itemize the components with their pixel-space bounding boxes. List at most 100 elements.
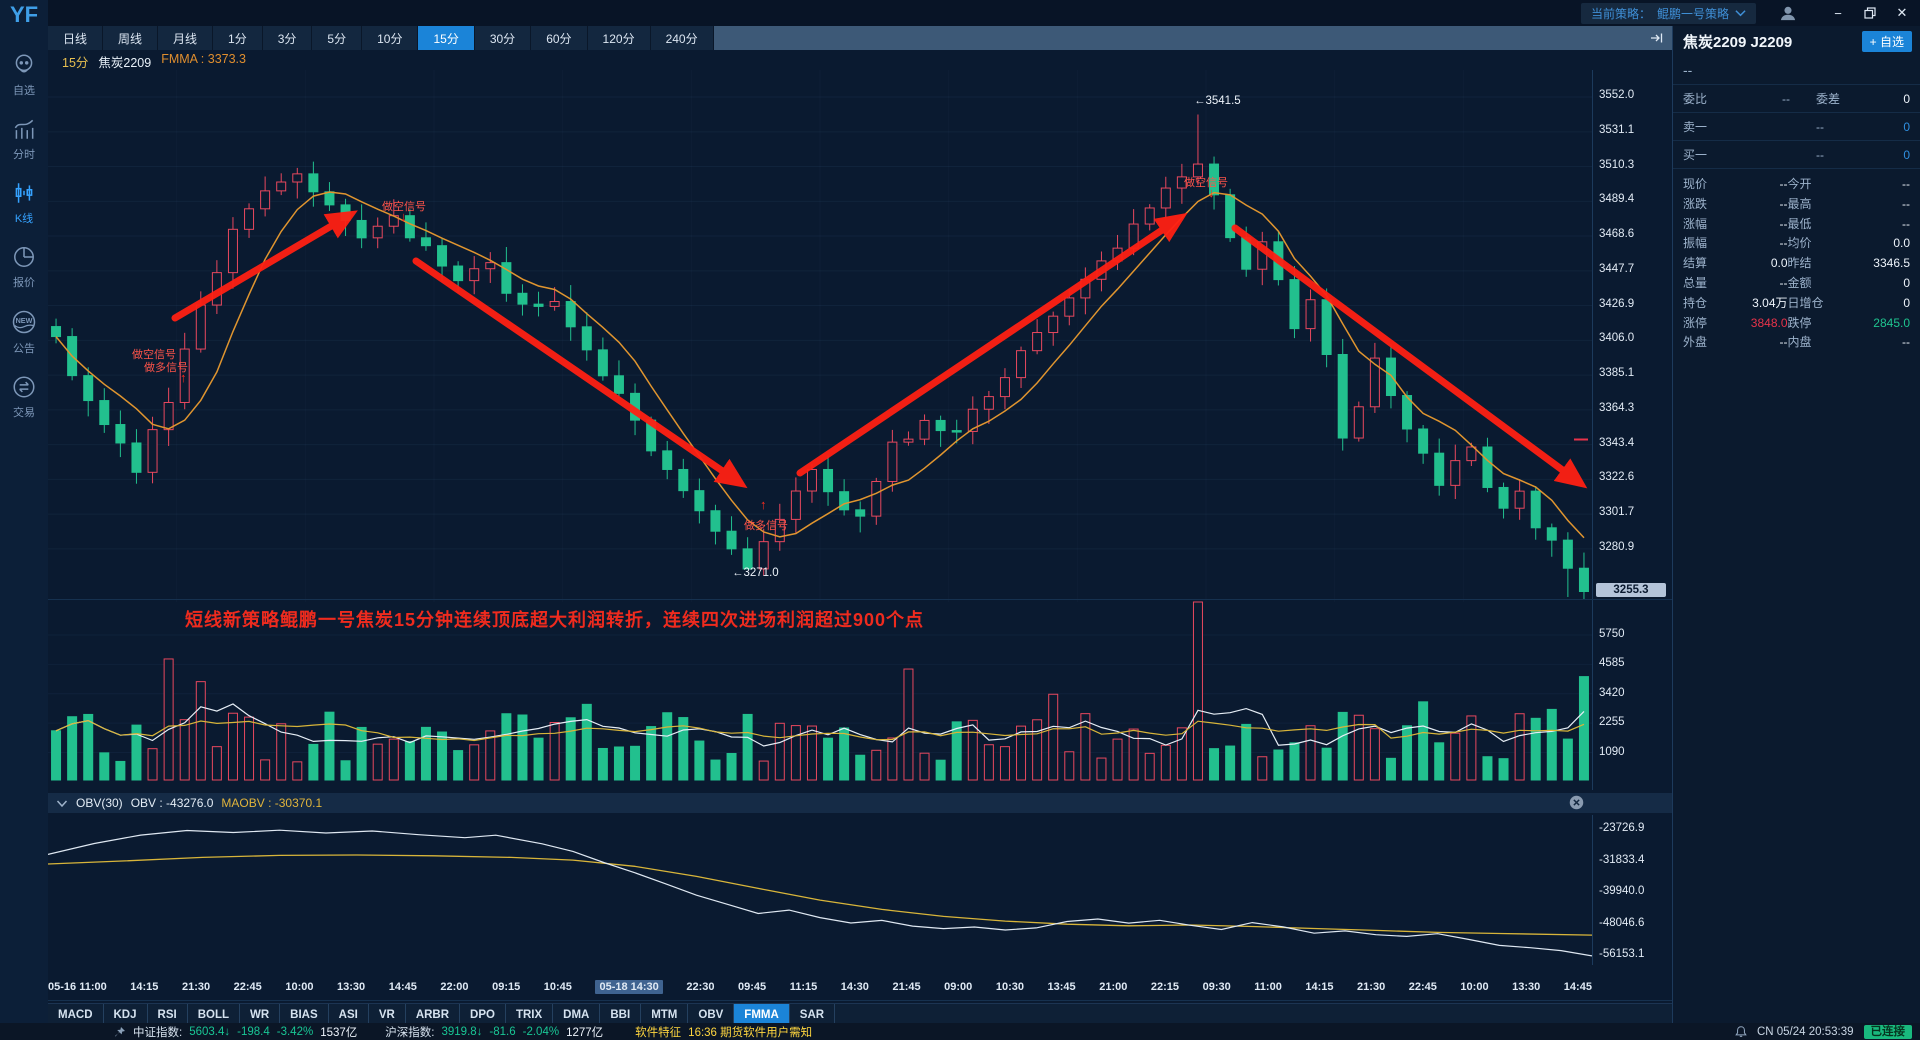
time-axis-label: 21:30	[181, 981, 211, 993]
stat-label: 最低	[1787, 216, 1812, 231]
statusbar: 中证指数: 5603.4↓ -198.4 -3.42% 1537亿 沪深指数: …	[0, 1023, 1920, 1040]
indicator-tab-MTM[interactable]: MTM	[641, 1004, 689, 1026]
add-watchlist-button[interactable]: + 自选	[1861, 31, 1912, 52]
indicator-tab-FMMA[interactable]: FMMA	[734, 1004, 790, 1026]
index1-pct: -3.42%	[276, 1025, 314, 1038]
indicator-tab-WR[interactable]: WR	[240, 1004, 281, 1026]
indicator-tab-MACD[interactable]: MACD	[48, 1004, 104, 1026]
sidebar-item-favorites[interactable]: 自选	[11, 52, 37, 98]
indicator-tab-VR[interactable]: VR	[369, 1004, 406, 1026]
period-tab-240分[interactable]: 240分	[650, 26, 714, 50]
pane-separator	[48, 599, 1672, 600]
indicator-tab-BOLL[interactable]: BOLL	[188, 1004, 240, 1026]
volume-axis-label: 3420	[1599, 686, 1625, 699]
period-toolbar: 日线 周线 月线 1分 3分 5分 10分 15分 30分 60分 120分 240分	[48, 26, 1672, 50]
period-tab-120分[interactable]: 120分	[587, 26, 651, 50]
stat-value: --	[1779, 275, 1788, 290]
quote-stats-grid: 现价 -- 今开 -- 涨跌 -- 最高 -- 涨幅 -- 最低 -- 振幅 -- 均价 0.0 结算 0.0 昨结…	[1673, 169, 1920, 359]
tabstrip-end-arrow-icon[interactable]	[1650, 32, 1664, 44]
price-axis-label: 3406.0	[1599, 332, 1635, 345]
period-tab-1分[interactable]: 1分	[213, 26, 263, 50]
sidebar-item-quotes[interactable]: 报价	[11, 244, 37, 290]
user-icon	[15, 54, 33, 73]
strategy-dropdown[interactable]: 当前策略： 鲲鹏一号策略	[1580, 2, 1756, 24]
period-tab-日线[interactable]: 日线	[48, 26, 104, 50]
period-tab-15分[interactable]: 15分	[418, 26, 475, 50]
stat-value: 0	[1903, 295, 1910, 310]
time-axis-label: 22:15	[1150, 981, 1180, 993]
time-axis-label: 10:45	[543, 981, 572, 993]
indicator-tab-ARBR[interactable]: ARBR	[406, 1004, 461, 1026]
volume-axis-label: 5750	[1599, 628, 1625, 640]
index2-pct: -2.04%	[522, 1025, 560, 1038]
stat-value: 3346.5	[1873, 256, 1910, 271]
sidebar-item-trade[interactable]: 交易	[11, 374, 37, 420]
stat-label: 外盘	[1683, 335, 1708, 350]
indicator-tab-BBI[interactable]: BBI	[600, 1004, 642, 1026]
bell-icon[interactable]	[1735, 1025, 1747, 1038]
chart-header: 15分 焦炭2209 FMMA : 3373.3	[62, 52, 246, 71]
chart-symbol-label: 焦炭2209	[98, 56, 152, 70]
obv-chart-canvas[interactable]	[48, 815, 1592, 965]
sell-one-label: 卖一	[1683, 120, 1708, 134]
period-tab-周线[interactable]: 周线	[103, 26, 159, 50]
time-axis-label: 13:30	[337, 981, 366, 993]
restore-button[interactable]	[1856, 2, 1884, 24]
stat-label: 均价	[1787, 236, 1812, 251]
period-tab-60分[interactable]: 60分	[531, 26, 588, 50]
quote-panel: 焦炭2209 J2209 + 自选 -- 委比 -- 委差 0 卖一 -- 0 …	[1672, 26, 1920, 1023]
period-tab-3分[interactable]: 3分	[262, 26, 313, 50]
buy-one-label: 买一	[1683, 148, 1708, 162]
user-notice-link[interactable]: 16:36 期货软件用户需知	[688, 1026, 813, 1039]
period-tab-10分[interactable]: 10分	[362, 26, 419, 50]
pin-icon	[115, 1026, 125, 1036]
minimize-button[interactable]: −	[1834, 5, 1842, 21]
price-axis: 3552.0 3531.1 3510.3 3489.4 3468.6 3447.7 3426…	[1592, 70, 1673, 602]
indicator-tab-DMA[interactable]: DMA	[553, 1004, 601, 1026]
period-tab-月线[interactable]: 月线	[158, 26, 214, 50]
indicator-tab-TRIX[interactable]: TRIX	[506, 1004, 554, 1026]
weicha-label: 委差	[1816, 92, 1841, 106]
indicator-tab-BIAS[interactable]: BIAS	[280, 1004, 329, 1026]
volume-axis: 5750 4585 3420 2255 1090	[1592, 600, 1673, 790]
stat-label: 涨停	[1683, 315, 1708, 330]
price-axis-label: 3552.0	[1599, 89, 1635, 101]
period-tab-30分[interactable]: 30分	[474, 26, 532, 50]
indicator-tab-OBV[interactable]: OBV	[688, 1004, 735, 1026]
price-axis-label: 3468.6	[1599, 228, 1635, 240]
user-account-button[interactable]	[1774, 2, 1802, 24]
sidebar-item-intraday[interactable]: 分时	[11, 116, 37, 162]
svg-text:NEW: NEW	[16, 316, 33, 325]
price-axis-label: 3489.4	[1599, 193, 1635, 206]
obv-close-icon[interactable]	[1569, 795, 1584, 813]
indicator-tab-DPO[interactable]: DPO	[460, 1004, 506, 1026]
obv-param-label: OBV(30)	[76, 796, 123, 810]
time-axis-label: 09:45	[738, 981, 767, 993]
time-axis-label: 05-18 14:30	[595, 980, 663, 994]
stat-value: --	[1779, 177, 1788, 191]
weicha-value: 0	[1903, 91, 1910, 106]
indicator-tab-SAR[interactable]: SAR	[790, 1004, 836, 1026]
titlebar: 当前策略： 鲲鹏一号策略 − ✕	[48, 0, 1920, 26]
indicator-tab-ASI[interactable]: ASI	[329, 1004, 369, 1026]
connection-status-badge[interactable]: 已连接	[1863, 1024, 1912, 1039]
indicator-tab-RSI[interactable]: RSI	[148, 1004, 188, 1026]
app-logo: YF	[9, 2, 39, 27]
indicator-tab-KDJ[interactable]: KDJ	[104, 1004, 148, 1026]
collapse-chevron-icon[interactable]	[56, 799, 68, 808]
close-button[interactable]: ✕	[1896, 5, 1908, 20]
volume-chart-canvas[interactable]	[48, 600, 1592, 790]
time-axis-label: 09:00	[944, 981, 973, 993]
quote-pie-icon	[14, 247, 34, 267]
main-chart-canvas[interactable]	[48, 70, 1592, 602]
sell-one-qty: 0	[1903, 119, 1910, 134]
sidebar-item-announcements[interactable]: NEW 公告	[10, 308, 38, 356]
time-axis-label: 13:30	[1512, 981, 1541, 993]
chevron-down-icon	[1735, 10, 1746, 17]
sidebar-item-kline[interactable]: K线	[11, 180, 37, 226]
stat-value: 0.0	[1893, 236, 1910, 251]
software-feature-link[interactable]: 软件特征	[635, 1026, 682, 1039]
stat-label: 昨结	[1787, 256, 1812, 271]
period-tab-5分[interactable]: 5分	[312, 26, 363, 50]
stat-label: 日增仓	[1787, 295, 1824, 310]
